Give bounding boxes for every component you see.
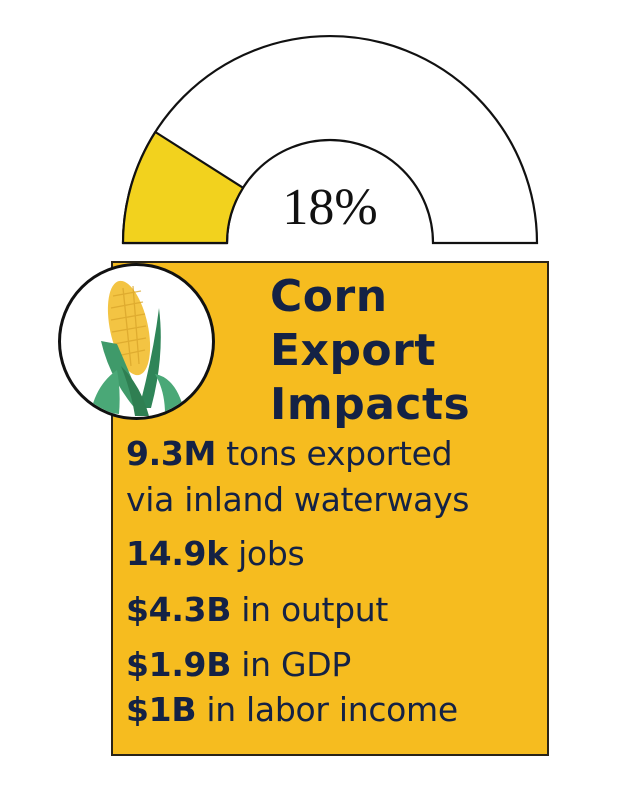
stat-jobs: 14.9k jobs bbox=[126, 534, 305, 574]
title-line-1: Corn bbox=[270, 271, 388, 322]
stat-tons-exported: 9.3M tons exported bbox=[126, 434, 453, 474]
card-title: Corn Export Impacts bbox=[270, 270, 470, 432]
stat-text: via inland waterways bbox=[126, 480, 470, 519]
title-line-3: Impacts bbox=[270, 379, 471, 430]
gauge-arc bbox=[121, 34, 539, 245]
stat-labor-income: $1B in labor income bbox=[126, 690, 458, 730]
stat-value: $4.3B bbox=[126, 590, 232, 629]
gauge-chart: 18% bbox=[0, 0, 631, 260]
corn-badge bbox=[58, 263, 215, 420]
stat-value: 14.9k bbox=[126, 534, 228, 573]
stat-value: $1B bbox=[126, 690, 197, 729]
stat-text: jobs bbox=[227, 534, 305, 573]
corn-icon bbox=[91, 280, 185, 416]
stat-output: $4.3B in output bbox=[126, 590, 388, 630]
gauge-value-label: 18% bbox=[282, 179, 378, 236]
title-line-2: Export bbox=[270, 325, 436, 376]
stat-gdp: $1.9B in GDP bbox=[126, 645, 351, 685]
stat-value: 9.3M bbox=[126, 434, 217, 473]
stat-tons-exported-cont: via inland waterways bbox=[126, 480, 470, 520]
gauge-fill bbox=[121, 130, 245, 245]
stat-text: tons exported bbox=[216, 434, 453, 473]
stat-value: $1.9B bbox=[126, 645, 232, 684]
stat-text: in output bbox=[231, 590, 388, 629]
stat-text: in labor income bbox=[196, 690, 458, 729]
stat-text: in GDP bbox=[231, 645, 351, 684]
